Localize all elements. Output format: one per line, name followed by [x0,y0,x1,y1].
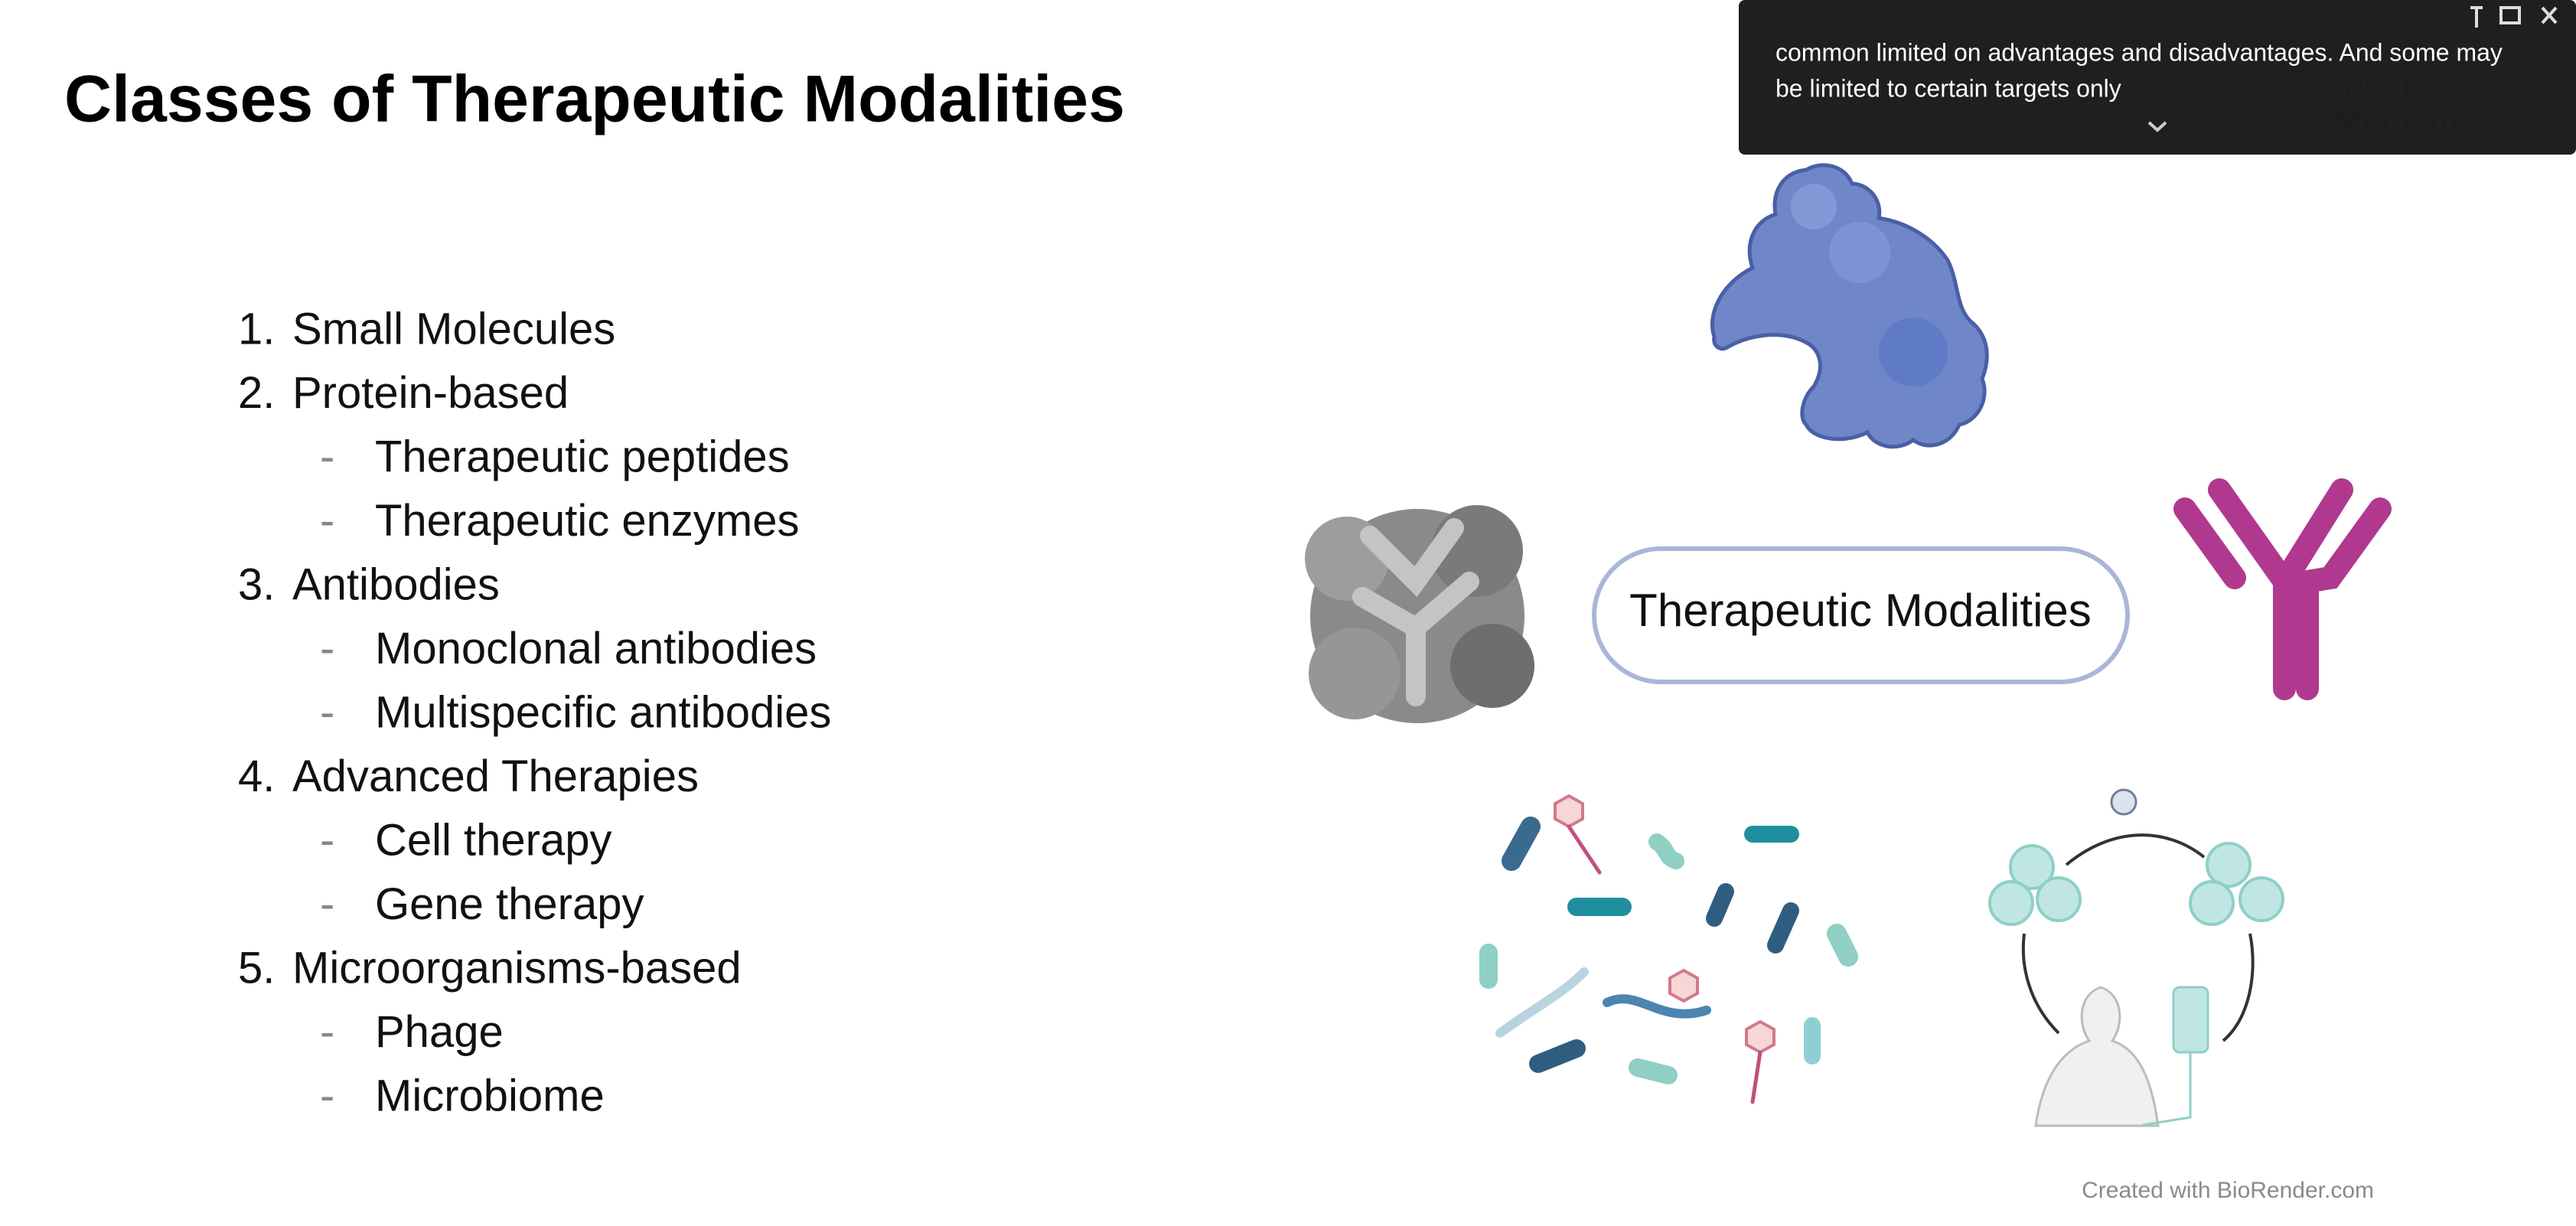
phage-head [1554,794,1584,829]
item-number: 5. [238,943,275,993]
microbes-illustration [1479,794,1858,1104]
cluster-lobe [1309,628,1400,719]
cell [2189,880,2235,926]
cell [2206,842,2252,888]
item-label: Protein-based [292,368,569,418]
credit: Created with BioRender.com [2082,1178,2374,1203]
microbe [1529,1039,1586,1073]
phage-head [1745,1019,1775,1055]
antibody-cluster-illustration [1305,505,1534,723]
subitem-marker: - [320,1071,334,1120]
antibody-illustration [2173,478,2392,700]
caption-line: be limited to certain targets only [1775,74,2121,102]
subitem-marker: - [320,879,334,929]
subitem-label: Microbiome [375,1071,605,1120]
subitem-label: Phage [375,1007,504,1057]
expand-button[interactable] [2147,121,2167,132]
cell [2239,876,2284,922]
microbe [1502,817,1541,871]
phage-tail [1567,824,1602,875]
virus [2110,788,2137,816]
subitem-label: Therapeutic peptides [375,432,790,481]
iv-line [2142,1052,2192,1127]
microbe [1767,902,1799,954]
cluster-lobe [1450,624,1534,708]
close-button[interactable] [2541,6,2558,24]
antibody-arm [2296,497,2392,700]
item-number: 4. [238,752,275,801]
subitem-marker: - [320,496,334,546]
cell [2036,876,2082,922]
microbe [1629,1058,1678,1084]
arrow [2021,933,2060,1035]
cell-therapy-illustration [1988,788,2284,1127]
pin-button[interactable] [2470,6,2483,28]
item-number: 3. [238,559,275,609]
subitem-label: Cell therapy [375,815,611,865]
caption-line: common limited on advantages and disadva… [1775,38,2503,66]
cell [2009,844,2055,890]
microbe [1648,833,1684,869]
protein-lobe [1879,318,1948,386]
caption-overlay: common limited on advantages and disadva… [1739,0,2576,155]
subitem-label: Multispecific antibodies [375,687,831,737]
popout-button[interactable] [2499,6,2521,24]
patient-silhouette [2034,986,2160,1127]
cell [1988,880,2034,926]
center-label: Therapeutic Modalities [1629,585,2092,636]
subitem-label: Therapeutic enzymes [375,496,799,546]
antibody-arm [2173,497,2246,589]
microbe [1495,967,1589,1038]
item-label: Advanced Therapies [292,752,699,801]
item-label: Small Molecules [292,304,615,354]
antibody-arm [2273,478,2353,593]
microbe [1603,994,1711,1019]
subitem-marker: - [320,432,334,481]
subitem-label: Monoclonal antibodies [375,624,817,673]
caption-box [1739,0,2576,155]
subitem-marker: - [320,1007,334,1057]
microbe [1827,924,1858,967]
protein-lobe [1829,222,1890,283]
item-label: Antibodies [292,559,500,609]
arrow [2222,933,2255,1042]
protein-lobe [1791,184,1837,230]
microbe [1706,883,1734,927]
protein-illustration [1710,163,1989,449]
arrow [2065,833,2206,866]
subitem-marker: - [320,624,334,673]
slide-title: Classes of Therapeutic Modalities [64,63,1125,136]
center-pill [1592,546,2130,684]
subitem-marker: - [320,687,334,737]
iv-bag [2172,986,2209,1054]
cluster-arms [1352,518,1479,706]
item-label: Microorganisms-based [292,943,742,993]
phage-head [1668,968,1699,1003]
subitem-marker: - [320,815,334,865]
item-number: 2. [238,368,275,418]
item-number: 1. [238,304,275,354]
phage-tail [1750,1050,1762,1104]
subitem-label: Gene therapy [375,879,644,929]
